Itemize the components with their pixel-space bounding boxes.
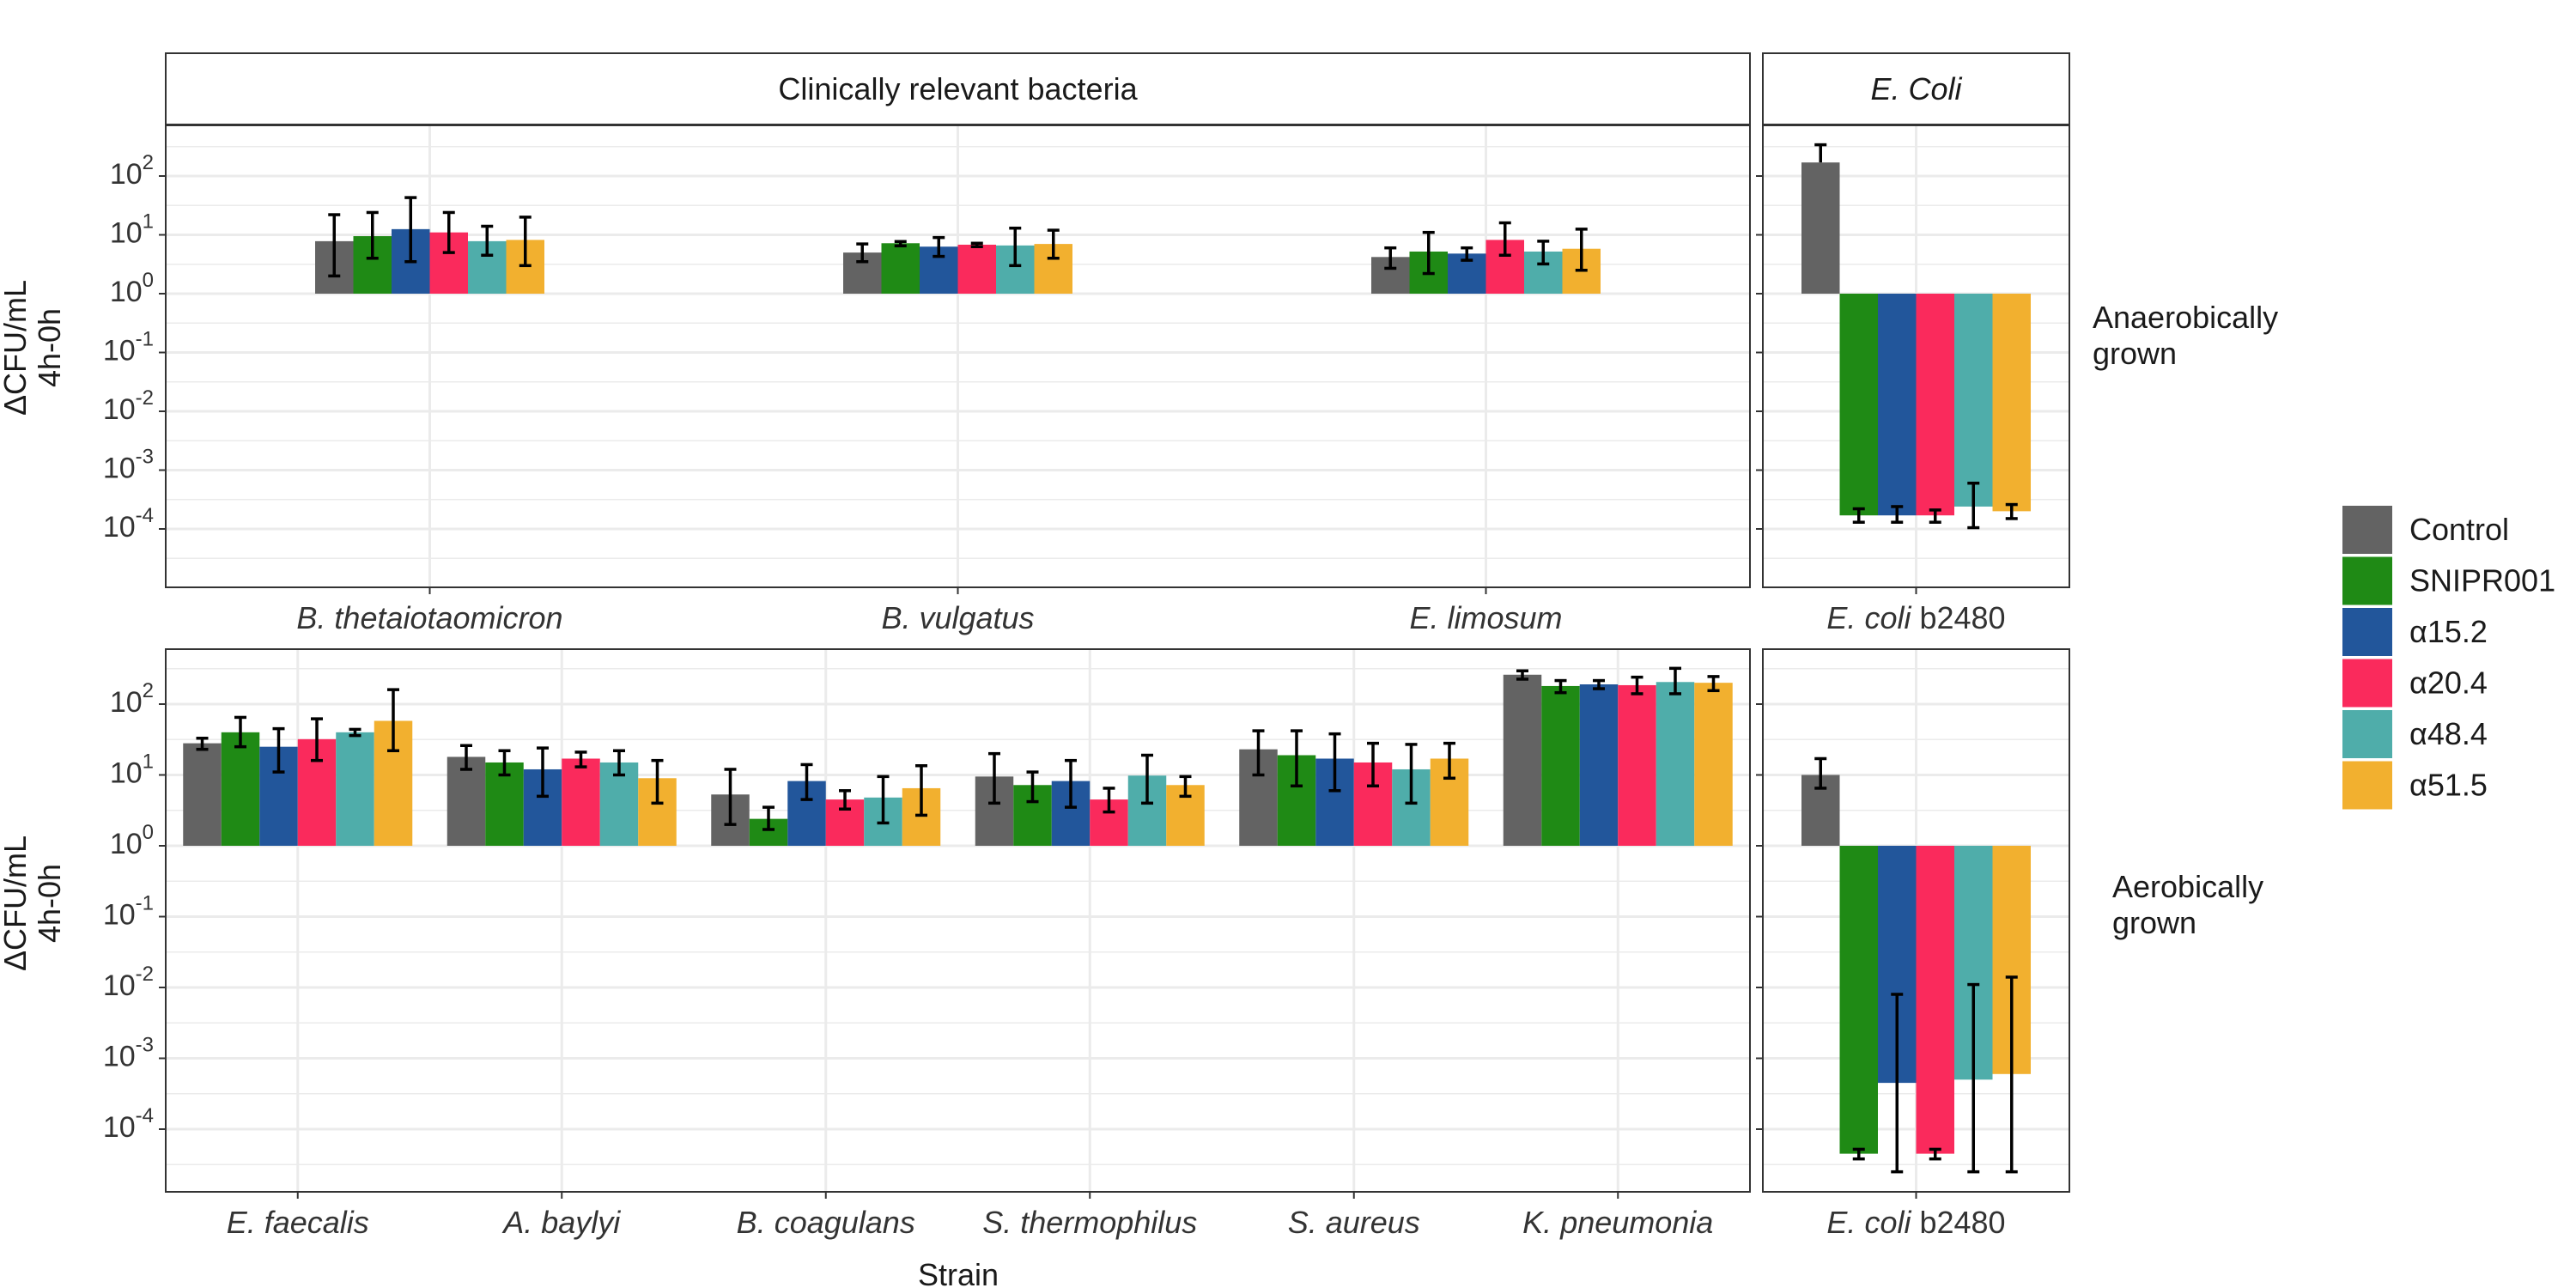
y-tick-label: 10-2 <box>103 963 154 1002</box>
y-tick-label: 101 <box>110 210 154 250</box>
bar-515 <box>1694 683 1733 846</box>
bar-control <box>447 756 486 846</box>
bar-484 <box>1954 294 1993 507</box>
y-tick-label: 100 <box>110 821 154 860</box>
y-tick-label: 102 <box>110 151 154 191</box>
category-label: K. pneumonia <box>1522 1205 1713 1240</box>
panel-r0-c1: E. Coli E. coli b2480 <box>1756 52 2070 635</box>
legend-label: α20.4 <box>2409 665 2488 701</box>
category-label: A. baylyi <box>501 1205 621 1240</box>
y-axis-title: ΔCFU/mL4h-0h <box>0 280 67 416</box>
bar-snipr001 <box>881 243 920 294</box>
bar-snipr001 <box>221 732 260 846</box>
y-tick-label: 10-3 <box>103 1034 154 1073</box>
bar-control <box>1801 162 1840 294</box>
panel-border <box>165 125 1751 588</box>
y-tick-label: 10-4 <box>103 1104 154 1144</box>
bar-control <box>1503 674 1542 846</box>
legend-label: α51.5 <box>2409 768 2488 803</box>
legend-key <box>2342 710 2392 758</box>
y-tick-label: 100 <box>110 269 154 308</box>
legend-label: α15.2 <box>2409 614 2488 649</box>
panel-border <box>165 648 1751 1193</box>
legend-key <box>2342 608 2392 656</box>
bar-snipr001 <box>1541 685 1580 846</box>
legend-label: SNIPR001 <box>2409 563 2555 598</box>
panel-r1-c0: 102 101 100 10-1 10-2 10-3 10-4 E. faecalis A. b… <box>103 648 1751 1240</box>
bar-152 <box>1878 294 1917 516</box>
bar-484 <box>1656 682 1695 846</box>
x-axis-title: Strain <box>918 1257 999 1288</box>
bar-204 <box>562 758 600 846</box>
bar-204 <box>1916 294 1954 516</box>
panel-r1-c1: E. coli b2480 <box>1756 648 2070 1240</box>
row-label: Anaerobically <box>2093 300 2278 335</box>
y-tick-label: 10-3 <box>103 446 154 485</box>
panel-r0-c0: Clinically relevant bacteria 102 101 100 10-… <box>103 52 1751 635</box>
legend-key <box>2342 659 2392 708</box>
row-label: Aerobically <box>2112 869 2263 904</box>
legend-key <box>2342 556 2392 605</box>
category-label: E. coli b2480 <box>1826 600 2005 635</box>
bar-snipr001 <box>1839 846 1878 1154</box>
category-label: E. limosum <box>1409 600 1562 635</box>
category-label: S. thermophilus <box>982 1205 1197 1240</box>
strip-label: E. Coli <box>1870 71 1962 106</box>
strip-box <box>165 52 1751 126</box>
bar-204 <box>1618 684 1656 846</box>
strip-box <box>1762 52 2070 126</box>
bar-515 <box>1992 294 2031 512</box>
legend-label: Control <box>2409 512 2509 547</box>
legend: Control SNIPR001 α15.2 α20.4 α48.4 α51.5 <box>2342 506 2555 810</box>
y-tick-label: 10-1 <box>103 892 154 932</box>
y-tick-label: 10-4 <box>103 504 154 544</box>
category-label: B. coagulans <box>737 1205 915 1240</box>
category-label: E. faecalis <box>227 1205 369 1240</box>
panel-border <box>1762 648 2070 1193</box>
panel-border <box>1762 125 2070 588</box>
category-label: E. coli b2480 <box>1826 1205 2005 1240</box>
legend-key <box>2342 761 2392 810</box>
bar-control <box>183 743 222 846</box>
bar-484 <box>336 732 374 846</box>
legend-key <box>2342 506 2392 554</box>
y-tick-label: 102 <box>110 679 154 719</box>
category-label: B. thetaiotaomicron <box>296 600 562 635</box>
bar-snipr001 <box>1839 294 1878 516</box>
row-label: grown <box>2093 336 2177 371</box>
bar-152 <box>1579 684 1619 846</box>
bar-204 <box>957 244 996 294</box>
category-label: B. vulgatus <box>881 600 1034 635</box>
y-tick-label: 101 <box>110 750 154 790</box>
strip-label: Clinically relevant bacteria <box>778 71 1138 106</box>
category-label: S. aureus <box>1288 1205 1420 1240</box>
bar-204 <box>1916 846 1954 1154</box>
y-axis-title: ΔCFU/mL4h-0h <box>0 835 67 971</box>
legend-label: α48.4 <box>2409 716 2488 751</box>
y-tick-label: 10-1 <box>103 328 154 368</box>
y-tick-label: 10-2 <box>103 386 154 426</box>
row-label: grown <box>2112 905 2196 940</box>
